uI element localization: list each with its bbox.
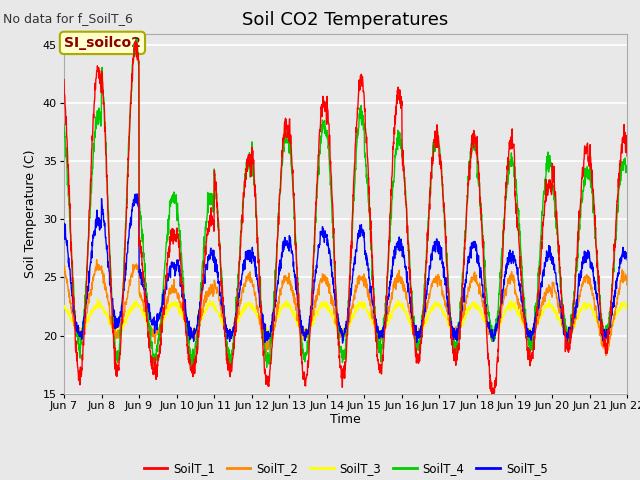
SoilT_1 — [374, 360, 382, 366]
SoilT_2 — [362, 280, 370, 286]
SoilT_1 — [60, 77, 68, 83]
SoilT_5 — [339, 340, 346, 346]
SoilT_4 — [574, 255, 582, 261]
SoilT_3 — [115, 334, 122, 339]
SoilT_4 — [375, 343, 383, 349]
SoilT_2 — [93, 257, 100, 263]
SoilT_1 — [362, 131, 370, 137]
SoilT_3 — [623, 304, 631, 310]
SoilT_4 — [362, 175, 370, 180]
SoilT_3 — [60, 304, 68, 310]
SoilT_4 — [218, 268, 225, 274]
SoilT_4 — [60, 122, 68, 128]
SoilT_3 — [574, 313, 582, 319]
Legend: SoilT_1, SoilT_2, SoilT_3, SoilT_4, SoilT_5: SoilT_1, SoilT_2, SoilT_3, SoilT_4, Soil… — [139, 457, 552, 480]
SoilT_5 — [623, 257, 631, 263]
SoilT_5 — [60, 225, 68, 231]
SoilT_5 — [510, 254, 518, 260]
Text: No data for f_SoilT_6: No data for f_SoilT_6 — [3, 12, 133, 25]
Line: SoilT_2: SoilT_2 — [64, 260, 627, 356]
SoilT_5 — [589, 274, 597, 279]
SoilT_1 — [132, 38, 140, 44]
SoilT_1 — [488, 391, 495, 396]
Text: SI_soilco2: SI_soilco2 — [64, 36, 141, 50]
SoilT_2 — [574, 304, 582, 310]
SoilT_2 — [623, 282, 631, 288]
SoilT_5 — [362, 258, 370, 264]
SoilT_5 — [574, 288, 582, 294]
SoilT_2 — [602, 353, 610, 359]
SoilT_4 — [510, 161, 518, 167]
SoilT_2 — [218, 306, 225, 312]
SoilT_2 — [374, 327, 382, 333]
SoilT_4 — [623, 165, 631, 170]
Line: SoilT_3: SoilT_3 — [64, 299, 627, 336]
SoilT_1 — [574, 229, 582, 235]
SoilT_3 — [510, 303, 518, 309]
SoilT_1 — [218, 284, 225, 289]
SoilT_3 — [218, 315, 225, 321]
X-axis label: Time: Time — [330, 413, 361, 426]
SoilT_2 — [60, 265, 68, 271]
SoilT_5 — [134, 191, 141, 197]
SoilT_3 — [375, 329, 383, 335]
Title: Soil CO2 Temperatures: Soil CO2 Temperatures — [243, 11, 449, 29]
SoilT_1 — [589, 193, 597, 199]
SoilT_4 — [589, 209, 597, 215]
SoilT_2 — [509, 272, 517, 278]
SoilT_1 — [623, 154, 631, 159]
SoilT_4 — [188, 365, 196, 371]
SoilT_2 — [589, 291, 597, 297]
SoilT_4 — [133, 36, 141, 42]
Y-axis label: Soil Temperature (C): Soil Temperature (C) — [24, 149, 37, 278]
SoilT_5 — [218, 301, 225, 307]
Line: SoilT_5: SoilT_5 — [64, 194, 627, 343]
SoilT_3 — [94, 296, 102, 301]
SoilT_1 — [510, 141, 518, 147]
SoilT_5 — [375, 330, 383, 336]
SoilT_3 — [589, 309, 597, 315]
SoilT_3 — [362, 306, 370, 312]
Line: SoilT_1: SoilT_1 — [64, 41, 627, 394]
Line: SoilT_4: SoilT_4 — [64, 39, 627, 368]
